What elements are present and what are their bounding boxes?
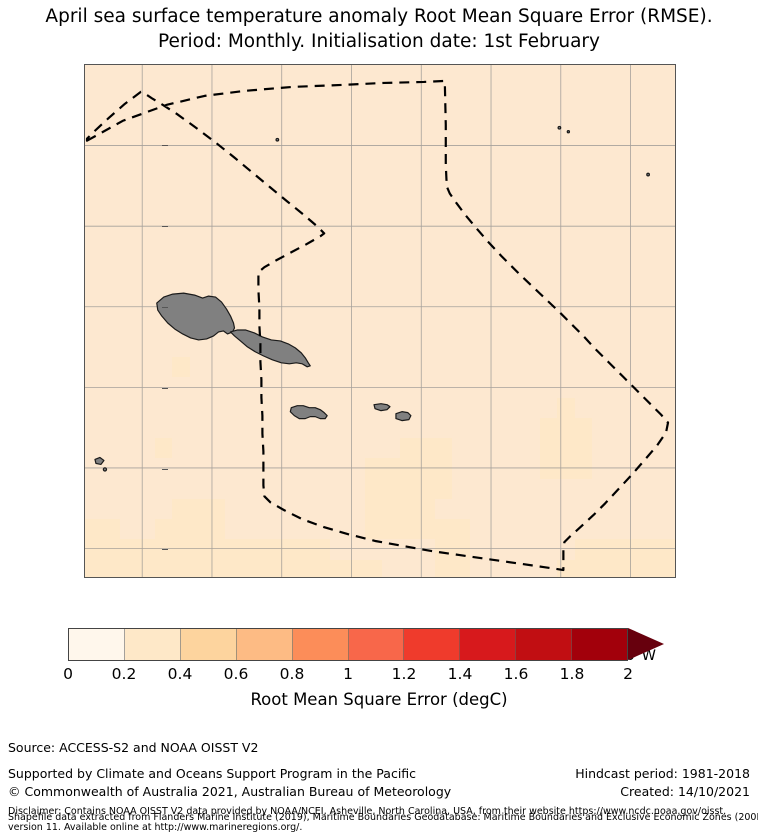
page-title: April sea surface temperature anomaly Ro…	[0, 4, 758, 54]
rmse-cell	[85, 519, 120, 577]
colorbar-tick-1.8: 1.8	[559, 665, 585, 683]
disclaimer-line-3: version 11. Available online at http://w…	[8, 822, 303, 833]
rmse-cell	[434, 519, 470, 577]
rmse-cell	[224, 539, 330, 577]
colorbar-title: Root Mean Square Error (degC)	[250, 690, 508, 709]
disclaimer-line-2: Shapefile data extracted from Flanders M…	[8, 812, 758, 823]
disclaimer-line-1: Disclaimer: Contains NOAA OISST V2 data …	[8, 806, 727, 817]
colorbar-extend-arrow	[628, 628, 664, 660]
colorbar-segment-7	[460, 629, 517, 660]
colorbar-tick-1: 1	[343, 665, 353, 683]
eez-boundary-line	[85, 79, 670, 572]
source-text: Source: ACCESS-S2 and NOAA OISST V2	[8, 740, 259, 755]
colorbar-tick-0: 0	[63, 665, 73, 683]
island-ofu-olosega	[373, 403, 391, 412]
colorbar-legend: 0 0.2 0.4 0.6 0.8 1 1.2 1.4 1.6 1.8 2 Root Mean Sq…	[0, 628, 758, 728]
map-figure: 10°S 11°S 12°S 13°S 14°S 15°S 16°S 173°W…	[84, 64, 676, 664]
ytick-mark	[162, 64, 168, 65]
island-tutuila	[289, 405, 328, 420]
colorbar-tick-1.4: 1.4	[447, 665, 473, 683]
colorbar-tick-0.4: 0.4	[167, 665, 193, 683]
copyright-text: © Commonwealth of Australia 2021, Austra…	[8, 784, 452, 799]
rmse-cell	[329, 559, 383, 577]
colorbar-gradient[interactable]	[68, 628, 628, 661]
colorbar-segment-6	[404, 629, 461, 660]
islet-north-2	[557, 125, 562, 130]
colorbar-tick-1.2: 1.2	[391, 665, 417, 683]
colorbar-segment-8	[516, 629, 573, 660]
rmse-cell	[399, 438, 453, 499]
rmse-cell	[557, 559, 593, 577]
ytick-mark	[162, 387, 168, 389]
land-polygons-layer	[94, 125, 650, 472]
rmse-cell	[172, 498, 225, 577]
island-upolu	[229, 329, 311, 368]
colorbar-segment-1	[124, 629, 181, 660]
title-line-2: Period: Monthly. Initialisation date: 1s…	[158, 31, 600, 52]
eez-boundary-layer	[85, 79, 670, 572]
islet-north-4	[646, 172, 650, 177]
colorbar-segment-4	[292, 629, 349, 660]
colorbar-segment-9	[572, 629, 628, 660]
colorbar-tick-0.2: 0.2	[111, 665, 137, 683]
colorbar-tick-1.6: 1.6	[503, 665, 529, 683]
colorbar-tick-0.6: 0.6	[223, 665, 249, 683]
title-line-1: April sea surface temperature anomaly Ro…	[45, 6, 713, 27]
rmse-cell	[557, 397, 575, 439]
colorbar-segment-5	[348, 629, 405, 660]
islet-north-1	[275, 137, 280, 142]
ytick-mark	[162, 225, 168, 227]
map-plot-area[interactable]	[84, 64, 676, 578]
ytick-mark	[162, 549, 168, 551]
ytick-mark	[162, 306, 168, 308]
hindcast-period: Hindcast period: 1981-2018	[575, 766, 750, 781]
created-date: Created: 14/10/2021	[620, 784, 750, 799]
rmse-raster-layer	[85, 65, 675, 577]
colorbar-segment-3	[236, 629, 293, 660]
islet-southwest-2	[102, 467, 108, 472]
islet-north-3	[566, 130, 571, 134]
colorbar-tick-0.8: 0.8	[279, 665, 305, 683]
rmse-cell	[172, 357, 190, 378]
islet-southwest	[94, 456, 105, 466]
support-text: Supported by Climate and Oceans Support …	[8, 766, 417, 781]
graticule-layer	[85, 65, 675, 577]
colorbar-tick-2: 2	[623, 665, 633, 683]
colorbar-segment-2	[180, 629, 237, 660]
island-tau	[395, 411, 412, 422]
ytick-mark	[162, 468, 168, 470]
ytick-mark	[162, 144, 168, 146]
colorbar-segment-0	[69, 629, 125, 660]
rmse-cell	[154, 438, 173, 459]
